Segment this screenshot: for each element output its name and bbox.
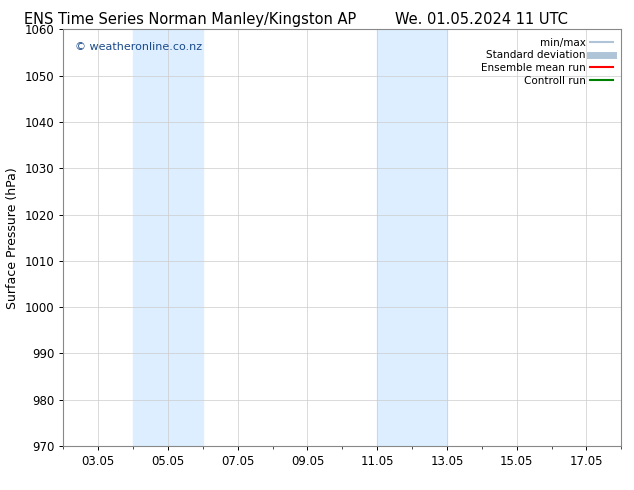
Y-axis label: Surface Pressure (hPa): Surface Pressure (hPa) xyxy=(6,167,19,309)
Bar xyxy=(133,29,203,446)
Text: © weatheronline.co.nz: © weatheronline.co.nz xyxy=(75,42,202,52)
Text: ENS Time Series Norman Manley/Kingston AP: ENS Time Series Norman Manley/Kingston A… xyxy=(24,12,356,27)
Text: We. 01.05.2024 11 UTC: We. 01.05.2024 11 UTC xyxy=(396,12,568,27)
Bar xyxy=(377,29,447,446)
Legend: min/max, Standard deviation, Ensemble mean run, Controll run: min/max, Standard deviation, Ensemble me… xyxy=(478,35,616,89)
